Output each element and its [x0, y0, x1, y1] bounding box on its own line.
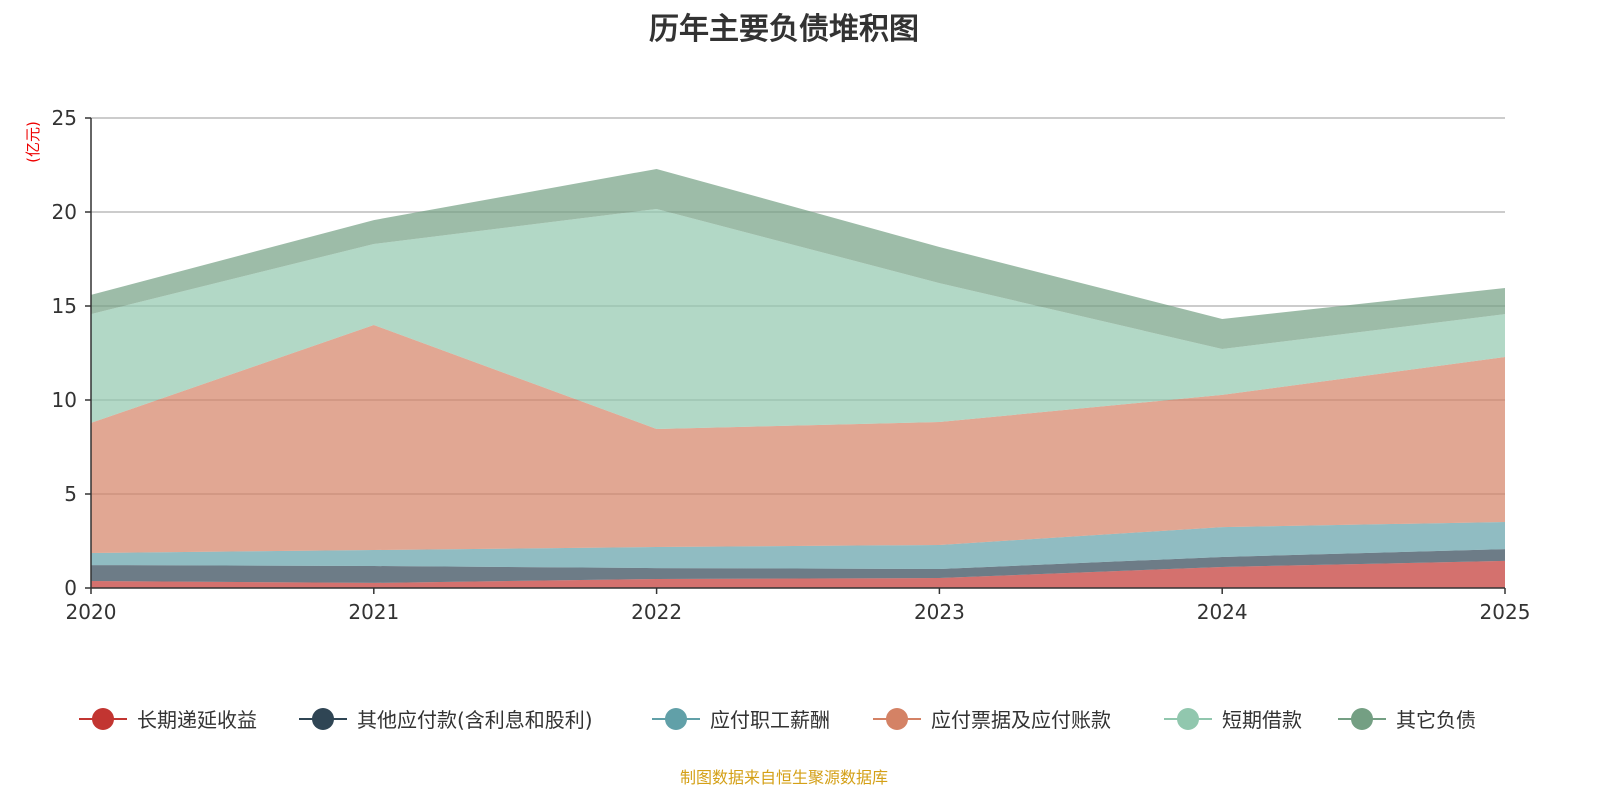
y-tick-label: 25	[52, 106, 77, 130]
area-2	[91, 522, 1505, 570]
y-axis-label: (亿元)	[24, 121, 42, 163]
y-tick-label: 20	[52, 200, 77, 224]
legend-item[interactable]: 其它负债	[1338, 708, 1476, 732]
y-tick-label: 0	[64, 576, 77, 600]
x-tick-label: 2020	[66, 600, 117, 624]
chart-title: 历年主要负债堆积图	[649, 12, 919, 47]
legend-item[interactable]: 长期递延收益	[79, 708, 257, 732]
legend-item[interactable]: 应付票据及应付账款	[873, 708, 1111, 732]
x-tick-label: 2021	[348, 600, 399, 624]
legend-label: 应付职工薪酬	[710, 708, 830, 732]
legend-item[interactable]: 应付职工薪酬	[652, 708, 830, 732]
legend-label: 长期递延收益	[137, 708, 257, 732]
legend-marker	[1351, 708, 1373, 730]
area-5	[91, 168, 1505, 350]
x-tick-label: 2022	[631, 600, 682, 624]
legend-marker	[1177, 708, 1199, 730]
legend-marker	[92, 708, 114, 730]
x-tick-label: 2025	[1480, 600, 1531, 624]
area-0	[91, 560, 1505, 588]
x-tick-label: 2024	[1197, 600, 1248, 624]
legend-item[interactable]: 其他应付款(含利息和股利)	[299, 708, 593, 732]
legend-label: 应付票据及应付账款	[931, 708, 1111, 732]
y-tick-label: 10	[52, 388, 77, 412]
y-tick-label: 5	[64, 482, 77, 506]
x-tick-label: 2023	[914, 600, 965, 624]
area-4	[91, 208, 1505, 429]
legend-label: 短期借款	[1222, 708, 1302, 732]
y-tick-label: 15	[52, 294, 77, 318]
legend-marker	[312, 708, 334, 730]
legend-marker	[665, 708, 687, 730]
legend-label: 其他应付款(含利息和股利)	[357, 708, 593, 732]
area-3	[91, 324, 1505, 554]
legend-marker	[886, 708, 908, 730]
legend-item[interactable]: 短期借款	[1164, 708, 1302, 732]
source-note: 制图数据来自恒生聚源数据库	[679, 768, 888, 787]
legend-label: 其它负债	[1396, 708, 1476, 732]
area-1	[91, 549, 1505, 583]
